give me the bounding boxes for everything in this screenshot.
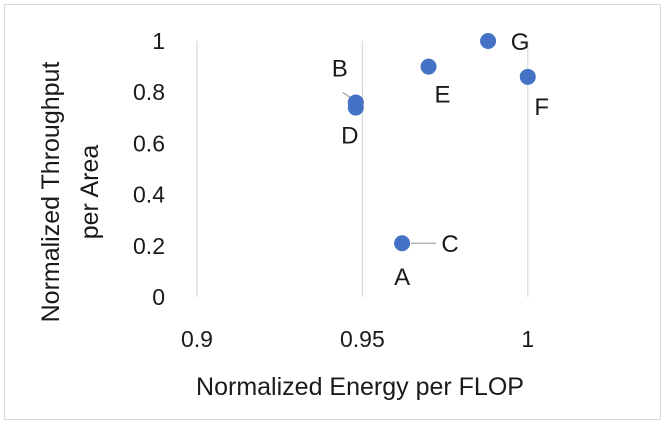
y-tick-label: 0 (152, 284, 165, 310)
x-axis-title: Normalized Energy per FLOP (196, 373, 524, 401)
y-tick-label: 0.4 (133, 182, 165, 208)
point-labels: A C B D E G F (332, 29, 549, 291)
point-label-G: G (511, 29, 530, 56)
x-axis-ticks: 0.9 0.95 1 (181, 326, 534, 352)
point-label-B: B (332, 55, 348, 82)
gridlines (197, 41, 528, 297)
chart-frame: 0 0.2 0.4 0.6 0.8 1 0.9 0.95 1 A C B D E G F Normaliz… (4, 4, 661, 420)
y-axis-title-line2: per Area (76, 145, 104, 240)
point-label-E: E (435, 82, 451, 109)
y-axis-title: Normalized Throughput per Area (37, 62, 104, 323)
point-G (480, 33, 496, 49)
x-tick-label: 1 (521, 326, 534, 352)
point-label-A: A (394, 264, 410, 291)
y-tick-label: 0.6 (133, 130, 165, 156)
point-D (348, 100, 364, 116)
scatter-chart: 0 0.2 0.4 0.6 0.8 1 0.9 0.95 1 A C B D E G F Normaliz… (5, 5, 662, 421)
point-label-C: C (441, 231, 458, 258)
point-label-F: F (534, 94, 549, 121)
data-points (348, 33, 536, 251)
y-axis-ticks: 0 0.2 0.4 0.6 0.8 1 (133, 28, 165, 310)
y-tick-label: 1 (152, 28, 165, 54)
y-tick-label: 0.8 (133, 79, 165, 105)
y-tick-label: 0.2 (133, 233, 165, 259)
point-E (421, 59, 437, 75)
x-tick-label: 0.95 (340, 326, 385, 352)
y-axis-title-line1: Normalized Throughput (37, 62, 65, 323)
point-F (520, 69, 536, 85)
point-A (394, 235, 410, 251)
point-label-D: D (341, 123, 358, 150)
x-tick-label: 0.9 (181, 326, 213, 352)
